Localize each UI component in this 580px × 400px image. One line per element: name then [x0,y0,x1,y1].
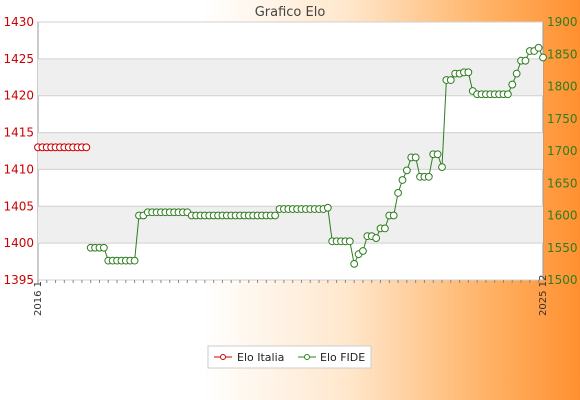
x-axis-ticks: 2016 1 2025 12 [33,275,549,316]
y-left-tick-label: 1405 [3,199,34,213]
y-right-tick-label: 1700 [547,144,578,158]
legend-box [207,345,372,369]
y-left-tick-label: 1395 [3,273,34,287]
series-points [34,43,547,268]
y-right-tick-label: 1650 [547,176,578,190]
elo-fide-point [464,68,473,77]
y-left-tick-label: 1410 [3,162,34,176]
elo-fide-point [512,69,521,78]
y-left-tick-label: 1415 [3,126,34,140]
elo-fide-point [350,259,359,268]
legend-marker-elo-fide [304,354,310,360]
legend-label-elo-fide: Elo FIDE [320,351,365,364]
elo-fide-point [323,203,332,212]
elo-fide-point [359,247,367,255]
elo-fide-point [411,153,420,162]
y-right-tick-label: 1800 [547,80,578,94]
x-tick-label-last: 2025 12 [538,275,549,316]
y-right-tick-label: 1600 [547,209,578,223]
y-left-tick-label: 1400 [3,236,34,250]
elo-fide-point [389,211,398,220]
legend-label-elo-italia: Elo Italia [237,351,284,364]
elo-fide-point [398,176,407,184]
y-axis-right: 1500 1550 1600 1650 1700 1750 1800 1850 1900 [547,15,578,287]
x-tick-label-first: 2016 1 [33,281,44,316]
legend-item-elo-italia: Elo Italia [214,351,284,364]
elo-fide-point [345,237,354,246]
y-right-tick-label: 1900 [547,15,578,29]
elo-fide-point [402,166,411,175]
legend-marker-elo-italia [220,354,226,360]
elo-fide-point [394,189,402,197]
elo-fide-point [438,163,446,172]
grid-band [38,58,543,96]
y-left-tick-label: 1430 [3,15,34,29]
chart-title: Grafico Elo [255,5,326,20]
y-left-tick-label: 1420 [3,89,34,103]
grid-bands [38,58,543,244]
grid-band [38,206,543,244]
elo-fide-point [503,90,512,99]
legend-item-elo-fide: Elo FIDE [298,351,365,364]
elo-fide-point [424,172,433,181]
elo-fide-point [521,56,530,65]
y-left-tick-label: 1425 [3,52,34,66]
elo-fide-point [433,150,442,159]
y-right-tick-label: 1850 [547,47,578,61]
grid-band [38,132,543,170]
elo-fide-point [534,43,543,52]
elo-fide-point [372,234,381,242]
elo-fide-point [130,256,139,265]
elo-fide-point [99,243,108,252]
elo-italia-point [82,143,91,152]
y-right-tick-label: 1550 [547,241,578,255]
elo-fide-point [381,224,389,233]
y-axis-left: 1395 1400 1405 1410 1415 1420 1425 1430 [3,15,34,287]
elo-fide-point [539,53,547,62]
y-right-tick-label: 1750 [547,112,578,126]
elo-fide-point [508,80,517,89]
elo-fide-point [446,76,455,84]
elo-fide-point [271,211,280,220]
y-right-tick-label: 1500 [547,273,578,287]
